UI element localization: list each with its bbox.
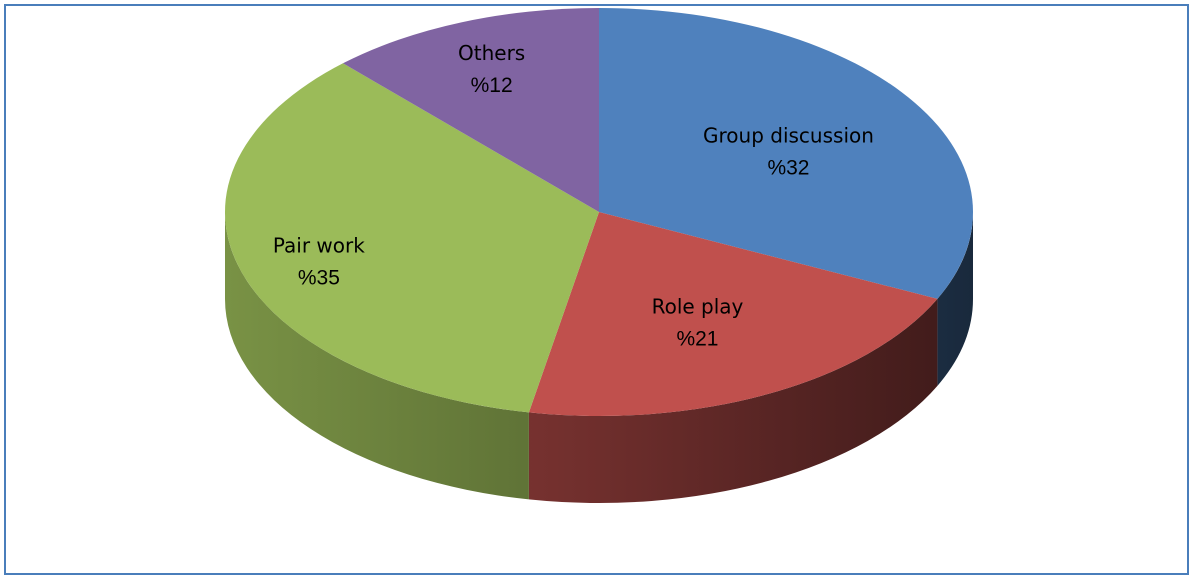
slice-label-others: Others bbox=[458, 41, 525, 65]
slice-value-role-play: %21 bbox=[676, 327, 718, 350]
pie-tops bbox=[224, 8, 974, 417]
slice-role-play bbox=[528, 212, 938, 417]
slice-label-pair-work: Pair work bbox=[273, 233, 365, 257]
slice-label-group-discussion: Group discussion bbox=[703, 123, 874, 147]
slice-group-discussion bbox=[599, 8, 974, 299]
pie-labels: Group discussion %32 Role play %21 Pair work… bbox=[273, 41, 874, 350]
slice-side-role-play bbox=[528, 298, 938, 504]
slice-label-role-play: Role play bbox=[652, 294, 744, 318]
slice-value-pair-work: %35 bbox=[298, 266, 340, 289]
slice-pair-work bbox=[224, 63, 599, 413]
slice-value-others: %12 bbox=[471, 74, 513, 97]
slice-side-group-discussion bbox=[937, 212, 973, 386]
slice-value-group-discussion: %32 bbox=[767, 156, 809, 179]
pie-sides bbox=[225, 212, 973, 504]
slice-side-pair-work bbox=[225, 212, 529, 500]
slice-others bbox=[342, 8, 599, 212]
